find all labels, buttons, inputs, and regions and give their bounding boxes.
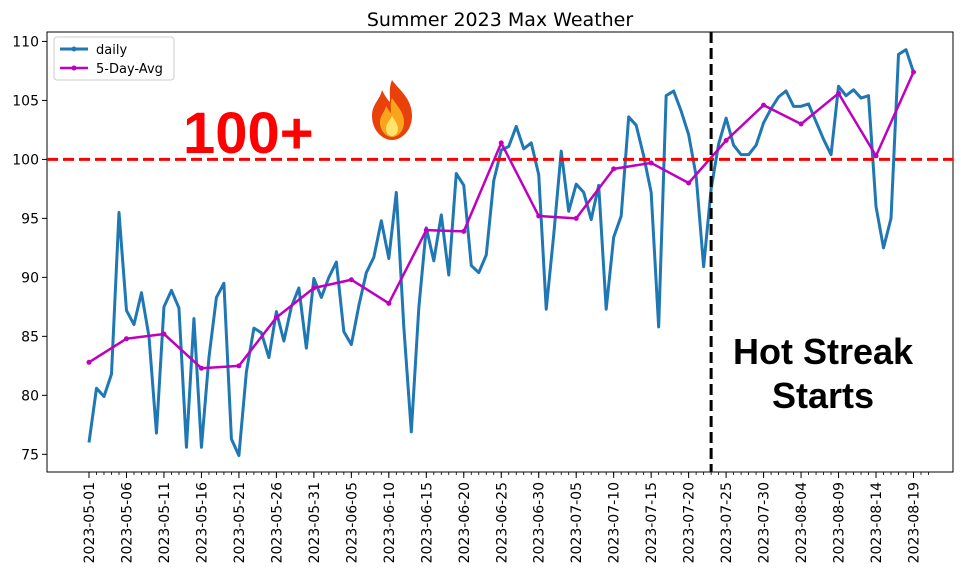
reference-lines [47,32,953,472]
avg-point [573,215,579,221]
legend: daily 5-Day-Avg [53,36,175,81]
x-tick-label: 2023-06-30 [532,482,548,563]
avg-point [873,153,879,159]
streak-annotation: Hot Streak Starts [733,331,914,416]
y-tick-label: 75 [21,447,39,463]
y-tick-label: 90 [21,270,39,286]
avg-point [386,300,392,306]
legend-marker [71,65,77,71]
avg-point [198,365,204,371]
avg-point [348,277,354,283]
y-tick-label: 110 [12,34,39,50]
avg-point [836,90,842,96]
chart-title: Summer 2023 Max Weather [367,9,634,31]
avg-point [498,140,504,146]
avg-point [611,166,617,172]
avg-point [161,331,167,337]
plot-area [46,31,954,473]
fire-icon [372,80,412,140]
avg-point [536,213,542,219]
x-tick-label: 2023-06-10 [382,482,398,563]
threshold-annotation: 100+ [183,80,412,166]
legend-marker [71,46,77,52]
x-tick-label: 2023-05-01 [82,482,98,563]
avg-point [723,138,729,144]
streak-label-line2: Starts [772,375,874,416]
x-tick-label: 2023-07-05 [569,482,585,563]
x-tick-label: 2023-07-30 [757,482,773,563]
avg-point [798,121,804,127]
x-tick-label: 2023-05-31 [307,482,323,563]
x-tick-label: 2023-05-21 [232,482,248,563]
x-axis: 2023-05-01 2023-05-06 2023-05-11 2023-05-16… [82,472,929,563]
x-tick-label: 2023-05-06 [119,482,135,563]
x-tick-label: 2023-05-26 [269,482,285,563]
avg-point [461,228,467,234]
y-tick-label: 80 [21,388,39,404]
y-tick-label: 95 [21,211,39,227]
avg-point [311,285,317,291]
avg-point [123,336,129,342]
x-tick-label: 2023-08-09 [832,482,848,563]
x-tick-label: 2023-07-25 [719,482,735,563]
x-tick-label: 2023-08-14 [869,482,885,563]
x-tick-label: 2023-07-15 [644,482,660,563]
x-tick-label: 2023-08-04 [794,482,810,563]
x-tick-label: 2023-05-11 [157,482,173,563]
y-tick-label: 100 [12,152,39,168]
y-tick-label: 85 [21,329,39,345]
avg-point [236,363,242,369]
x-tick-label: 2023-07-10 [607,482,623,563]
threshold-label: 100+ [183,101,314,166]
x-tick-label: 2023-06-25 [494,482,510,563]
y-axis: 75 80 85 90 95 100 105 110 [12,34,47,463]
x-tick-label: 2023-06-05 [344,482,360,563]
x-tick-label: 2023-06-20 [457,482,473,563]
legend-label: 5-Day-Avg [96,62,163,77]
series-layer [86,48,916,457]
x-tick-label: 2023-05-16 [194,482,210,563]
plot-frame [46,31,954,473]
x-tick-label: 2023-06-15 [419,482,435,563]
y-tick-label: 105 [12,93,39,109]
series-daily-line [87,48,915,457]
avg-point [273,314,279,320]
legend-label: daily [96,43,127,58]
avg-point [423,227,429,233]
streak-label-line1: Hot Streak [733,331,914,372]
avg-point [911,69,916,75]
x-tick-label: 2023-08-19 [907,482,923,563]
x-tick-label: 2023-07-20 [682,482,698,563]
avg-point [648,160,654,166]
avg-point [761,102,767,108]
avg-point [686,180,692,186]
avg-point [86,359,92,365]
